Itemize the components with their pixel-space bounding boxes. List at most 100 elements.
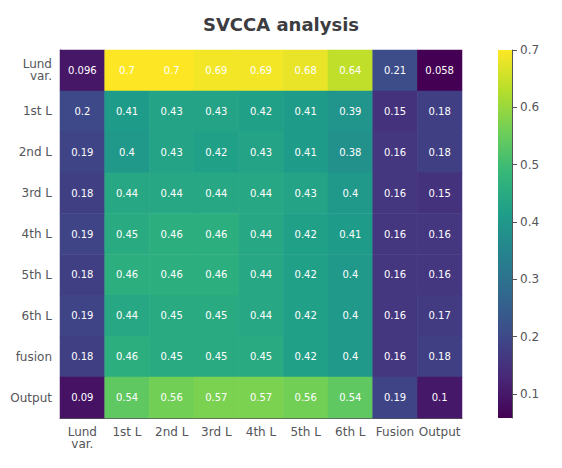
svg-text:0.19: 0.19 xyxy=(71,147,93,158)
svg-text:0.39: 0.39 xyxy=(339,106,361,117)
svg-text:4th L: 4th L xyxy=(22,227,53,241)
svg-text:0.16: 0.16 xyxy=(384,147,406,158)
svg-text:0.19: 0.19 xyxy=(384,392,406,403)
svg-text:6th L: 6th L xyxy=(335,425,366,439)
svg-text:0.41: 0.41 xyxy=(339,229,361,240)
svg-text:var.: var. xyxy=(30,69,52,83)
svg-text:0.18: 0.18 xyxy=(429,351,451,362)
svg-text:0.16: 0.16 xyxy=(384,310,406,321)
svg-text:0.7: 0.7 xyxy=(164,65,180,76)
svg-text:0.41: 0.41 xyxy=(295,106,317,117)
svg-text:0.7: 0.7 xyxy=(119,65,135,76)
svg-text:0.42: 0.42 xyxy=(295,269,317,280)
svg-text:0.44: 0.44 xyxy=(205,188,227,199)
svg-text:0.45: 0.45 xyxy=(116,229,138,240)
svg-text:0.16: 0.16 xyxy=(384,229,406,240)
svg-text:0.38: 0.38 xyxy=(339,147,361,158)
svg-text:0.45: 0.45 xyxy=(161,310,183,321)
svg-text:0.4: 0.4 xyxy=(342,269,358,280)
svg-text:0.5: 0.5 xyxy=(520,158,539,172)
svg-text:0.18: 0.18 xyxy=(71,188,93,199)
svg-text:0.45: 0.45 xyxy=(161,351,183,362)
svg-text:Output: Output xyxy=(10,391,52,405)
svg-text:0.43: 0.43 xyxy=(205,106,227,117)
svg-text:0.16: 0.16 xyxy=(384,188,406,199)
svg-text:0.41: 0.41 xyxy=(295,147,317,158)
svg-text:0.42: 0.42 xyxy=(205,147,227,158)
svg-text:0.42: 0.42 xyxy=(295,229,317,240)
svg-text:0.4: 0.4 xyxy=(342,188,358,199)
svg-text:Output: Output xyxy=(419,425,461,439)
svg-text:0.46: 0.46 xyxy=(116,269,138,280)
svg-text:0.42: 0.42 xyxy=(295,351,317,362)
svg-text:0.42: 0.42 xyxy=(295,310,317,321)
svg-text:3rd L: 3rd L xyxy=(22,186,53,200)
svg-text:0.69: 0.69 xyxy=(205,65,227,76)
svg-text:0.46: 0.46 xyxy=(161,229,183,240)
svg-text:0.43: 0.43 xyxy=(161,147,183,158)
svg-text:0.17: 0.17 xyxy=(429,310,451,321)
svg-text:0.058: 0.058 xyxy=(425,65,454,76)
svg-text:0.43: 0.43 xyxy=(250,147,272,158)
svg-text:0.46: 0.46 xyxy=(205,269,227,280)
svg-text:0.18: 0.18 xyxy=(71,269,93,280)
svg-text:0.46: 0.46 xyxy=(116,351,138,362)
svg-text:0.4: 0.4 xyxy=(119,147,135,158)
svg-text:0.7: 0.7 xyxy=(520,43,539,57)
svg-text:5th L: 5th L xyxy=(22,268,53,282)
svg-text:var.: var. xyxy=(71,437,93,451)
svg-text:0.3: 0.3 xyxy=(520,272,539,286)
svg-text:0.57: 0.57 xyxy=(250,392,272,403)
svg-text:0.2: 0.2 xyxy=(74,106,90,117)
svg-text:0.16: 0.16 xyxy=(384,269,406,280)
svg-text:0.46: 0.46 xyxy=(205,229,227,240)
svg-text:0.43: 0.43 xyxy=(295,188,317,199)
svg-text:0.15: 0.15 xyxy=(384,106,406,117)
svg-text:0.4: 0.4 xyxy=(342,351,358,362)
svg-text:0.16: 0.16 xyxy=(384,351,406,362)
svg-text:0.44: 0.44 xyxy=(250,229,272,240)
svg-text:0.15: 0.15 xyxy=(429,188,451,199)
svg-text:0.57: 0.57 xyxy=(205,392,227,403)
svg-text:0.56: 0.56 xyxy=(161,392,183,403)
svg-text:0.44: 0.44 xyxy=(161,188,183,199)
svg-text:0.6: 0.6 xyxy=(520,100,539,114)
svg-text:fusion: fusion xyxy=(16,350,52,364)
svg-text:0.16: 0.16 xyxy=(429,229,451,240)
svg-text:Fusion: Fusion xyxy=(376,425,414,439)
svg-text:0.09: 0.09 xyxy=(71,392,93,403)
svg-text:0.16: 0.16 xyxy=(429,269,451,280)
svg-text:0.19: 0.19 xyxy=(71,310,93,321)
svg-text:0.44: 0.44 xyxy=(116,188,138,199)
svg-text:0.45: 0.45 xyxy=(205,351,227,362)
svg-text:0.64: 0.64 xyxy=(339,65,361,76)
svg-text:0.69: 0.69 xyxy=(250,65,272,76)
svg-text:0.54: 0.54 xyxy=(116,392,138,403)
svg-text:0.2: 0.2 xyxy=(520,330,539,344)
svg-text:0.21: 0.21 xyxy=(384,65,406,76)
svg-text:SVCCA analysis: SVCCA analysis xyxy=(203,14,359,35)
svg-text:0.68: 0.68 xyxy=(295,65,317,76)
svg-text:0.19: 0.19 xyxy=(71,229,93,240)
svg-text:0.4: 0.4 xyxy=(520,215,539,229)
svg-text:0.18: 0.18 xyxy=(429,106,451,117)
svg-text:1st L: 1st L xyxy=(23,104,52,118)
svg-text:3rd L: 3rd L xyxy=(201,425,232,439)
svg-text:0.45: 0.45 xyxy=(205,310,227,321)
svg-text:0.096: 0.096 xyxy=(68,65,97,76)
svg-text:0.44: 0.44 xyxy=(250,269,272,280)
svg-text:2nd L: 2nd L xyxy=(155,425,189,439)
svg-text:0.18: 0.18 xyxy=(429,147,451,158)
svg-text:0.1: 0.1 xyxy=(520,387,539,401)
svg-text:4th L: 4th L xyxy=(246,425,277,439)
svg-text:0.45: 0.45 xyxy=(250,351,272,362)
svg-text:0.1: 0.1 xyxy=(432,392,448,403)
svg-text:6th L: 6th L xyxy=(22,309,53,323)
svg-text:0.43: 0.43 xyxy=(161,106,183,117)
svg-text:0.56: 0.56 xyxy=(295,392,317,403)
svg-text:0.44: 0.44 xyxy=(250,310,272,321)
svg-text:0.44: 0.44 xyxy=(250,188,272,199)
svg-text:5th L: 5th L xyxy=(290,425,321,439)
svg-text:0.54: 0.54 xyxy=(339,392,361,403)
svg-text:0.42: 0.42 xyxy=(250,106,272,117)
